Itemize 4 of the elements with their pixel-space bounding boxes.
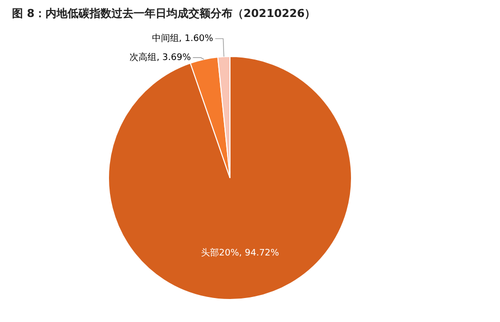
slice-label: 头部20%, 94.72%	[201, 247, 280, 258]
slice-label: 次高组, 3.69%	[130, 52, 192, 64]
chart-title: 图 8：内地低碳指数过去一年日均成交额分布（20210226）	[12, 6, 316, 21]
slice-label: 中间组, 1.60%	[152, 33, 214, 44]
